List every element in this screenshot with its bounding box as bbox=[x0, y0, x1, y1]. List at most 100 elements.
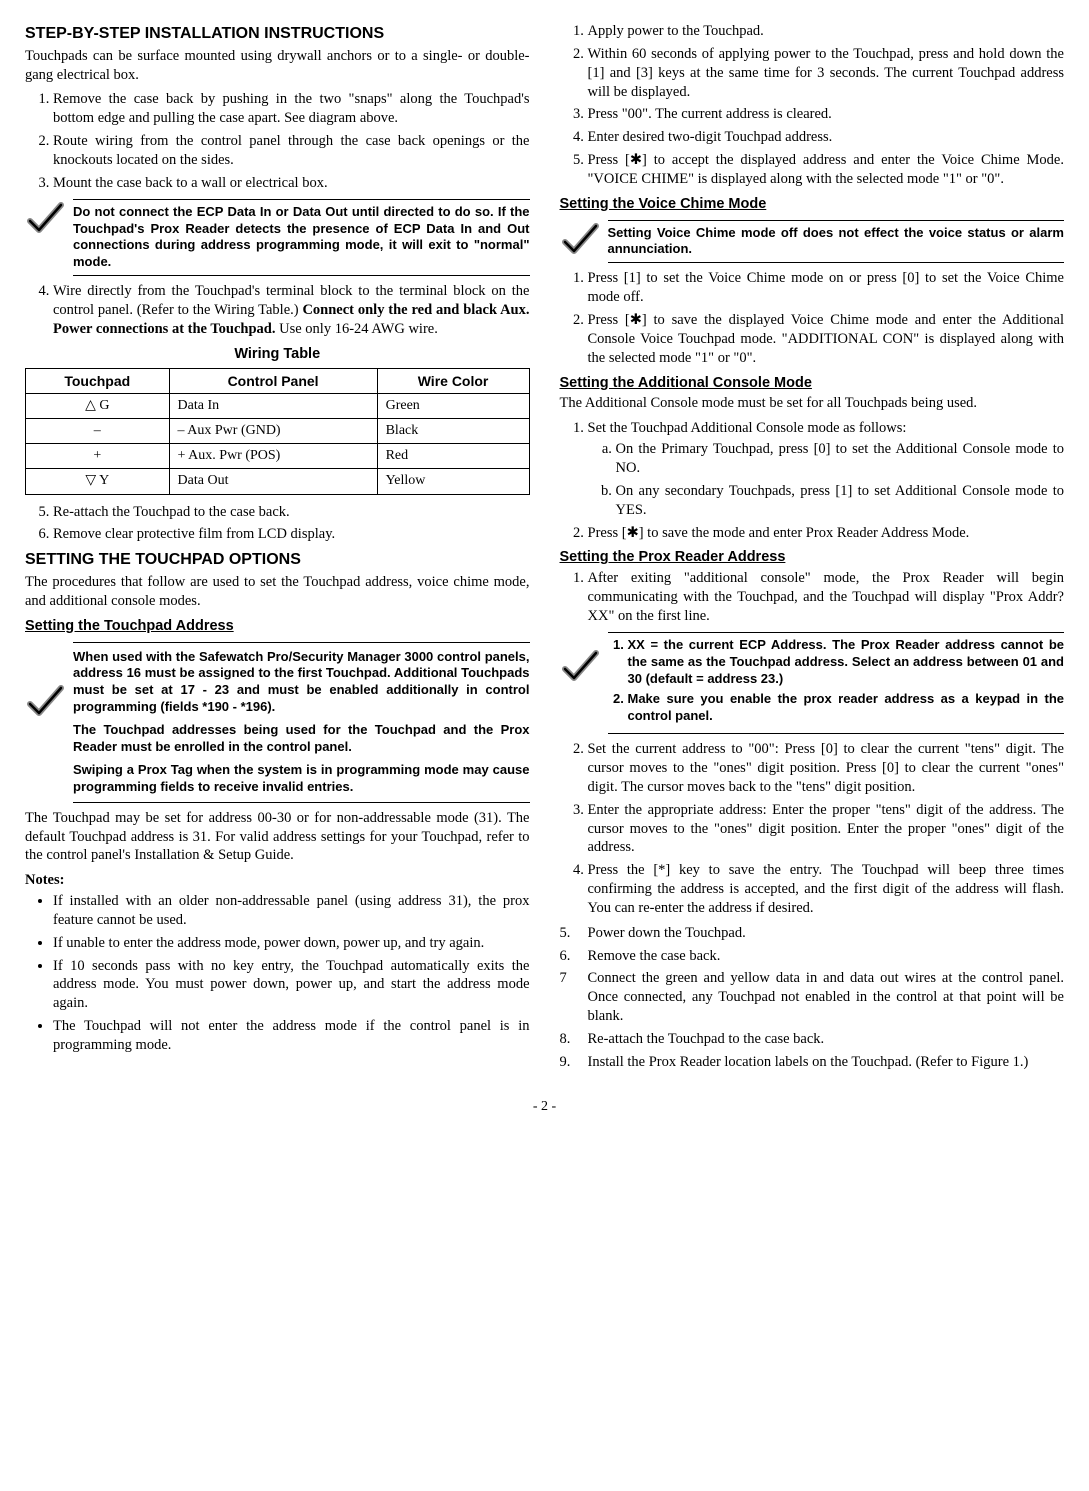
list-item: 5.Power down the Touchpad. bbox=[560, 924, 1065, 943]
warning-ecp-text: Do not connect the ECP Data In or Data O… bbox=[73, 199, 530, 277]
table-cell: Green bbox=[377, 393, 529, 418]
list-item: Press [✱] to save the displayed Voice Ch… bbox=[588, 311, 1065, 368]
warning-voice-text: Setting Voice Chime mode off does not ef… bbox=[608, 220, 1065, 264]
warning-address-group: When used with the Safewatch Pro/Securit… bbox=[73, 642, 530, 803]
heading-prox: Setting the Prox Reader Address bbox=[560, 548, 1065, 567]
list-item: Press [✱] to accept the displayed addres… bbox=[588, 151, 1065, 189]
install-step-3: Mount the case back to a wall or electri… bbox=[53, 174, 530, 193]
intro-paragraph: Touchpads can be surface mounted using d… bbox=[25, 47, 530, 85]
list-item: After exiting "additional console" mode,… bbox=[588, 569, 1065, 626]
list-item: Press the [*] key to save the entry. The… bbox=[588, 861, 1065, 918]
checkmark-icon bbox=[25, 682, 65, 722]
warning-address-text-a: When used with the Safewatch Pro/Securit… bbox=[73, 649, 530, 717]
install-step-1: Remove the case back by pushing in the t… bbox=[53, 90, 530, 128]
table-row: – – Aux Pwr (GND) Black bbox=[26, 419, 530, 444]
heading-installation: STEP-BY-STEP INSTALLATION INSTRUCTIONS bbox=[25, 24, 530, 45]
install-steps-end: Re-attach the Touchpad to the case back.… bbox=[25, 503, 530, 545]
install-steps-cont: Wire directly from the Touchpad's termin… bbox=[25, 282, 530, 339]
notes-label: Notes: bbox=[25, 871, 530, 890]
address-steps: Apply power to the Touchpad. Within 60 s… bbox=[560, 22, 1065, 189]
list-item: If unable to enter the address mode, pow… bbox=[53, 934, 530, 953]
prox-step6-text: Remove the case back. bbox=[588, 947, 1065, 966]
heading-voice-chime: Setting the Voice Chime Mode bbox=[560, 195, 1065, 214]
list-item: Enter the appropriate address: Enter the… bbox=[588, 801, 1065, 858]
warning-voice: Setting Voice Chime mode off does not ef… bbox=[560, 220, 1065, 264]
addcon-step1-text: Set the Touchpad Additional Console mode… bbox=[588, 420, 907, 436]
table-cell: Yellow bbox=[377, 469, 529, 494]
list-item: Press [1] to set the Voice Chime mode on… bbox=[588, 269, 1065, 307]
install-step-6: Remove clear protective film from LCD di… bbox=[53, 525, 530, 544]
table-cell: + bbox=[26, 444, 170, 469]
table-cell: + Aux. Pwr (POS) bbox=[169, 444, 377, 469]
list-item: Set the Touchpad Additional Console mode… bbox=[588, 419, 1065, 519]
warning-address: When used with the Safewatch Pro/Securit… bbox=[25, 642, 530, 803]
warning-address-text-c: Swiping a Prox Tag when the system is in… bbox=[73, 762, 530, 796]
prox-steps-3: 5.Power down the Touchpad. 6.Remove the … bbox=[560, 924, 1065, 1072]
heading-additional-console: Setting the Additional Console Mode bbox=[560, 374, 1065, 393]
prox-steps-1: After exiting "additional console" mode,… bbox=[560, 569, 1065, 626]
checkmark-icon bbox=[25, 199, 65, 239]
warning-prox: XX = the current ECP Address. The Prox R… bbox=[560, 632, 1065, 734]
prox-step9-text: Install the Prox Reader location labels … bbox=[588, 1053, 1065, 1072]
table-header: Wire Color bbox=[377, 368, 529, 393]
list-item: The Touchpad will not enter the address … bbox=[53, 1017, 530, 1055]
checkmark-icon bbox=[560, 647, 600, 687]
wiring-table: Touchpad Control Panel Wire Color △ G Da… bbox=[25, 368, 530, 495]
list-item: If installed with an older non-addressab… bbox=[53, 892, 530, 930]
list-item: Press [✱] to save the mode and enter Pro… bbox=[588, 524, 1065, 543]
list-item: 7Connect the green and yellow data in an… bbox=[560, 969, 1065, 1026]
list-item: Enter desired two-digit Touchpad address… bbox=[588, 128, 1065, 147]
addcon-substeps: On the Primary Touchpad, press [0] to se… bbox=[588, 440, 1065, 519]
table-cell: ▽ Y bbox=[26, 469, 170, 494]
warning-address-text-b: The Touchpad addresses being used for th… bbox=[73, 722, 530, 756]
table-row: Touchpad Control Panel Wire Color bbox=[26, 368, 530, 393]
setting-paragraph: The procedures that follow are used to s… bbox=[25, 573, 530, 611]
table-cell: – bbox=[26, 419, 170, 444]
prox-step5-text: Power down the Touchpad. bbox=[588, 924, 1065, 943]
prox-step7-text: Connect the green and yellow data in and… bbox=[588, 969, 1065, 1026]
list-item: 9.Install the Prox Reader location label… bbox=[560, 1053, 1065, 1072]
list-item: Make sure you enable the prox reader add… bbox=[628, 691, 1065, 725]
notes-list: If installed with an older non-addressab… bbox=[25, 892, 530, 1055]
addcon-paragraph: The Additional Console mode must be set … bbox=[560, 394, 1065, 413]
table-header: Control Panel bbox=[169, 368, 377, 393]
install-step-5: Re-attach the Touchpad to the case back. bbox=[53, 503, 530, 522]
table-cell: Red bbox=[377, 444, 529, 469]
table-cell: Data In bbox=[169, 393, 377, 418]
voice-steps: Press [1] to set the Voice Chime mode on… bbox=[560, 269, 1065, 367]
heading-setting-options: SETTING THE TOUCHPAD OPTIONS bbox=[25, 550, 530, 571]
list-item: On the Primary Touchpad, press [0] to se… bbox=[616, 440, 1065, 478]
list-item: Apply power to the Touchpad. bbox=[588, 22, 1065, 41]
list-item: Set the current address to "00": Press [… bbox=[588, 740, 1065, 797]
list-item: If 10 seconds pass with no key entry, th… bbox=[53, 957, 530, 1014]
page-number: - 2 - bbox=[25, 1098, 1064, 1116]
table-cell: Black bbox=[377, 419, 529, 444]
table-cell: △ G bbox=[26, 393, 170, 418]
table-row: ▽ Y Data Out Yellow bbox=[26, 469, 530, 494]
list-item: Within 60 seconds of applying power to t… bbox=[588, 45, 1065, 102]
list-item: 8.Re-attach the Touchpad to the case bac… bbox=[560, 1030, 1065, 1049]
table-header: Touchpad bbox=[26, 368, 170, 393]
table-row: △ G Data In Green bbox=[26, 393, 530, 418]
step4-text-c: Use only 16-24 AWG wire. bbox=[276, 321, 438, 337]
address-paragraph: The Touchpad may be set for address 00-3… bbox=[25, 809, 530, 866]
checkmark-icon bbox=[560, 220, 600, 260]
list-item: XX = the current ECP Address. The Prox R… bbox=[628, 637, 1065, 688]
warning-ecp: Do not connect the ECP Data In or Data O… bbox=[25, 199, 530, 277]
install-steps: Remove the case back by pushing in the t… bbox=[25, 90, 530, 192]
table-cell: Data Out bbox=[169, 469, 377, 494]
addcon-steps: Set the Touchpad Additional Console mode… bbox=[560, 419, 1065, 542]
prox-step8-text: Re-attach the Touchpad to the case back. bbox=[588, 1030, 1065, 1049]
list-item: Press "00". The current address is clear… bbox=[588, 105, 1065, 124]
table-cell: – Aux Pwr (GND) bbox=[169, 419, 377, 444]
warning-prox-group: XX = the current ECP Address. The Prox R… bbox=[608, 632, 1065, 734]
prox-steps-2: Set the current address to "00": Press [… bbox=[560, 740, 1065, 918]
warning-prox-list: XX = the current ECP Address. The Prox R… bbox=[608, 637, 1065, 725]
table-row: + + Aux. Pwr (POS) Red bbox=[26, 444, 530, 469]
wiring-table-caption: Wiring Table bbox=[25, 345, 530, 364]
list-item: 6.Remove the case back. bbox=[560, 947, 1065, 966]
heading-address: Setting the Touchpad Address bbox=[25, 617, 530, 636]
list-item: On any secondary Touchpads, press [1] to… bbox=[616, 482, 1065, 520]
install-step-2: Route wiring from the control panel thro… bbox=[53, 132, 530, 170]
install-step-4: Wire directly from the Touchpad's termin… bbox=[53, 282, 530, 339]
